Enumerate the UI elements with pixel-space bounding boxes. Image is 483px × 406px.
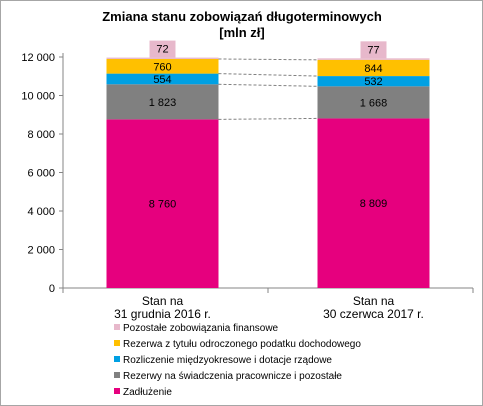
data-label: 844 [364, 63, 382, 75]
data-label: 77 [367, 44, 379, 56]
legend-entry: Rezerwa z tytułu odroczonego podatku doc… [123, 339, 361, 350]
bar-segment [317, 76, 430, 87]
bar-segment [317, 58, 430, 60]
bar-segment [106, 84, 219, 120]
legend-swatch [114, 372, 120, 378]
connector-line [218, 117, 318, 120]
data-label: 1 823 [149, 97, 177, 109]
category-label: 30 czerwca 2017 r. [323, 307, 424, 321]
y-tick-label: 8 000 [27, 129, 55, 141]
chart-subtitle: [mln zł] [219, 25, 265, 40]
bar-segment [106, 119, 219, 289]
bar-segment [106, 73, 219, 85]
category-label: Stan na [142, 294, 184, 308]
connector-line [218, 73, 318, 77]
data-label: 554 [153, 74, 171, 86]
legend-swatch [114, 388, 120, 394]
connector-line [218, 83, 318, 87]
legend: Pozostałe zobowiązania finansowe Rezerwa … [114, 323, 361, 398]
connector-lines [218, 58, 318, 120]
connector-line [218, 58, 318, 61]
data-label: 532 [364, 76, 382, 88]
y-tick-label: 4 000 [27, 206, 55, 218]
legend-swatch [114, 324, 120, 330]
legend-entry: Rezerwy na świadczenia pracownicze i poz… [123, 371, 342, 382]
category-label: Stan na [353, 294, 395, 308]
bar-segment [106, 57, 219, 59]
y-tick-label: 12 000 [21, 52, 55, 64]
category-label: 31 grudnia 2016 r. [114, 307, 211, 321]
chart-title: Zmiana stanu zobowiązań długoterminowych [102, 9, 382, 24]
data-label: 8 809 [360, 198, 388, 210]
axes: 0 2 000 4 000 6 000 8 000 10 000 12 000 [21, 52, 474, 295]
y-tick-label: 0 [49, 283, 55, 295]
bar-segment [317, 59, 430, 77]
legend-swatch [114, 356, 120, 362]
legend-entry: Rozliczenie międzyokresowe i dotacje rzą… [123, 355, 332, 366]
y-tick-label: 10 000 [21, 91, 55, 103]
data-label-box [360, 41, 387, 59]
bars [106, 57, 430, 289]
data-label: 72 [156, 44, 168, 56]
legend-swatch [114, 340, 120, 346]
bar-segment [317, 118, 430, 288]
y-tick-label: 6 000 [27, 168, 55, 180]
bar-segment [106, 58, 219, 74]
legend-entry: Zadłużenie [123, 387, 172, 398]
legend-entry: Pozostałe zobowiązania finansowe [123, 323, 279, 334]
data-label: 1 668 [360, 97, 388, 109]
y-tick-label: 2 000 [27, 245, 55, 257]
data-label: 8 760 [149, 199, 177, 211]
data-label: 760 [153, 61, 171, 73]
data-label-box [149, 40, 176, 58]
bar-segment [317, 86, 430, 119]
